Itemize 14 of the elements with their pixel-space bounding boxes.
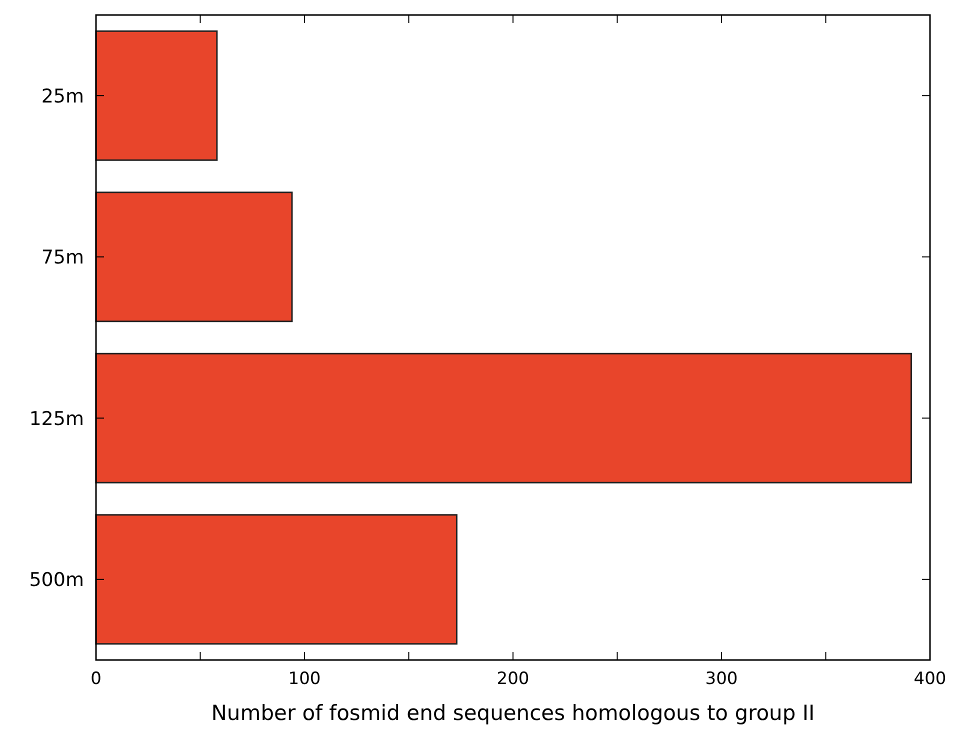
x-tick-label: 300	[705, 669, 738, 689]
bar	[95, 30, 218, 161]
y-tick-label: 125m	[29, 408, 84, 430]
x-axis-title: Number of fosmid end sequences homologous to group II	[211, 701, 815, 725]
bar	[95, 352, 912, 484]
y-tick-label: 25m	[41, 85, 84, 108]
y-tick-label: 500m	[29, 569, 84, 592]
x-tick-label: 100	[288, 669, 321, 689]
x-tick-label: 400	[914, 669, 946, 689]
x-tick-label: 200	[496, 669, 530, 689]
bar	[95, 192, 293, 322]
x-tick-label: 0	[90, 669, 102, 689]
y-tick-label: 75m	[41, 246, 84, 269]
bar	[95, 514, 458, 645]
